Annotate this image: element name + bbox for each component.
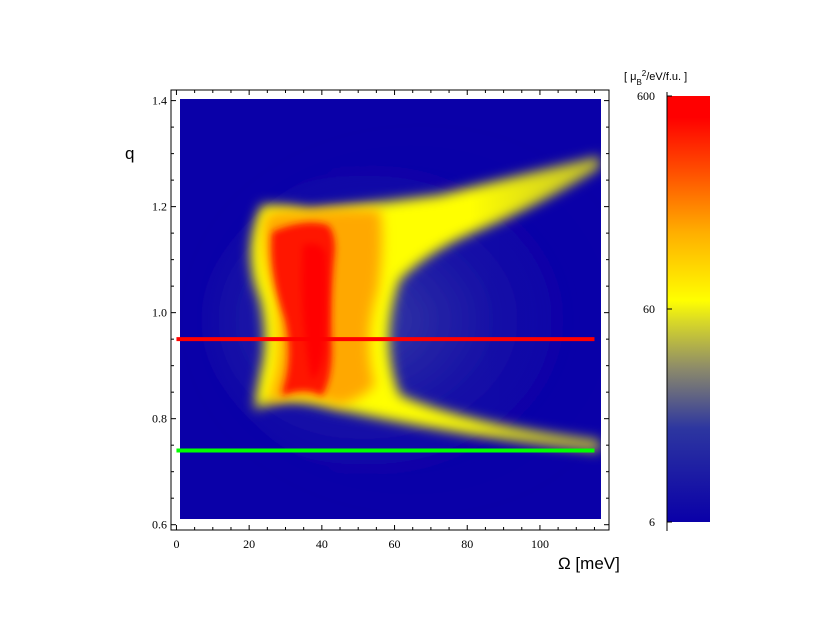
colorbar-unit-label: [ μB2/eV/f.u. ] — [624, 69, 687, 87]
x-tick-label: 60 — [389, 537, 401, 551]
heatmap-surface — [180, 99, 601, 519]
x-tick-label: 0 — [173, 537, 179, 551]
colorbar-tick-label: 600 — [637, 89, 655, 103]
y-tick-label: 0.8 — [152, 412, 167, 426]
x-axis-label: Ω [meV] — [558, 554, 620, 573]
y-tick-label: 1.2 — [152, 200, 167, 214]
plot-frame — [170, 89, 610, 531]
colorbar-tick-label: 60 — [643, 302, 655, 316]
x-tick-label: 100 — [531, 537, 549, 551]
axis-ticks: 0 20 40 60 80 100 0.6 0.8 1.0 1.2 1.4 — [152, 90, 609, 551]
colorbar-gradient — [667, 96, 710, 522]
y-tick-label: 1.0 — [152, 306, 167, 320]
y-tick-label: 1.4 — [152, 94, 167, 108]
colorbar: 600 60 6 [ μB2/eV/f.u. ] — [624, 69, 710, 531]
colorbar-tick-label: 6 — [649, 515, 655, 529]
heatmap-red-center — [301, 243, 327, 380]
heatmap-tail-fade — [470, 99, 601, 519]
colorbar-ticks: 600 60 6 — [637, 89, 672, 529]
x-tick-label: 40 — [316, 537, 328, 551]
x-tick-label: 20 — [243, 537, 255, 551]
y-axis-label: q — [125, 144, 134, 163]
cut-lines — [176, 337, 595, 453]
y-tick-label: 0.6 — [152, 518, 167, 532]
x-tick-label: 80 — [461, 537, 473, 551]
